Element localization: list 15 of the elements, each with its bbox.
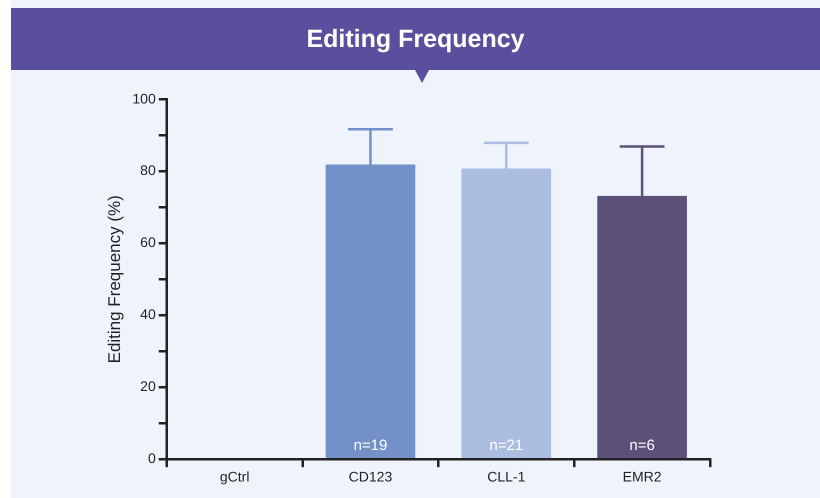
annotation: n=6 xyxy=(629,436,655,454)
y-tick-label: 20 xyxy=(140,378,156,394)
y-tick-label: 0 xyxy=(148,450,156,466)
annotation: n=21 xyxy=(489,436,524,454)
x-tick-label: gCtrl xyxy=(220,468,250,484)
annotation: n=19 xyxy=(354,436,388,454)
x-tick-label: CLL-1 xyxy=(487,468,526,484)
y-tick-label: 40 xyxy=(140,306,156,322)
y-tick-label: 60 xyxy=(140,234,156,250)
x-tick-label: EMR2 xyxy=(622,468,662,484)
y-axis-title: Editing Frequency (%) xyxy=(104,195,124,364)
chart-title: Editing Frequency xyxy=(11,8,820,70)
y-tick-label: 100 xyxy=(132,90,156,106)
x-tick-label: CD123 xyxy=(348,468,392,484)
y-tick-label: 80 xyxy=(140,162,156,178)
